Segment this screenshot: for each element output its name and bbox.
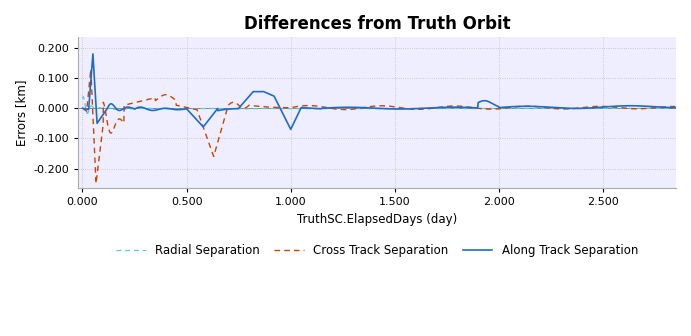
Cross Track Separation — [78, 106, 86, 110]
Radial Separation — [86, 105, 95, 109]
Cross Track Separation — [551, 107, 560, 111]
Cross Track Separation — [114, 117, 122, 121]
Y-axis label: Errors [km]: Errors [km] — [15, 80, 28, 146]
Along Track Separation — [207, 114, 216, 118]
Along Track Separation — [88, 57, 97, 61]
Along Track Separation — [78, 106, 86, 110]
Along Track Separation — [672, 106, 680, 110]
Along Track Separation — [358, 106, 366, 110]
Cross Track Separation — [533, 105, 542, 109]
Line: Radial Separation: Radial Separation — [82, 97, 676, 113]
Line: Along Track Separation: Along Track Separation — [82, 54, 676, 129]
Radial Separation — [359, 107, 368, 111]
Radial Separation — [83, 111, 91, 115]
Legend: Radial Separation, Cross Track Separation, Along Track Separation: Radial Separation, Cross Track Separatio… — [112, 239, 643, 262]
Along Track Separation — [207, 115, 215, 119]
Title: Differences from Truth Orbit: Differences from Truth Orbit — [244, 15, 511, 33]
Line: Cross Track Separation: Cross Track Separation — [82, 69, 676, 184]
Cross Track Separation — [108, 129, 117, 133]
Radial Separation — [672, 107, 680, 111]
Along Track Separation — [287, 127, 295, 131]
Radial Separation — [79, 95, 87, 99]
Cross Track Separation — [672, 104, 680, 109]
Along Track Separation — [88, 52, 97, 56]
Cross Track Separation — [92, 182, 100, 186]
Radial Separation — [493, 107, 501, 111]
Along Track Separation — [252, 90, 260, 94]
Radial Separation — [78, 96, 86, 100]
Radial Separation — [569, 107, 578, 111]
Radial Separation — [379, 107, 387, 111]
Cross Track Separation — [200, 127, 208, 131]
Cross Track Separation — [102, 114, 111, 118]
Radial Separation — [401, 107, 410, 111]
X-axis label: TruthSC.ElapsedDays (day): TruthSC.ElapsedDays (day) — [297, 213, 457, 226]
Cross Track Separation — [86, 67, 95, 71]
Along Track Separation — [113, 107, 121, 111]
